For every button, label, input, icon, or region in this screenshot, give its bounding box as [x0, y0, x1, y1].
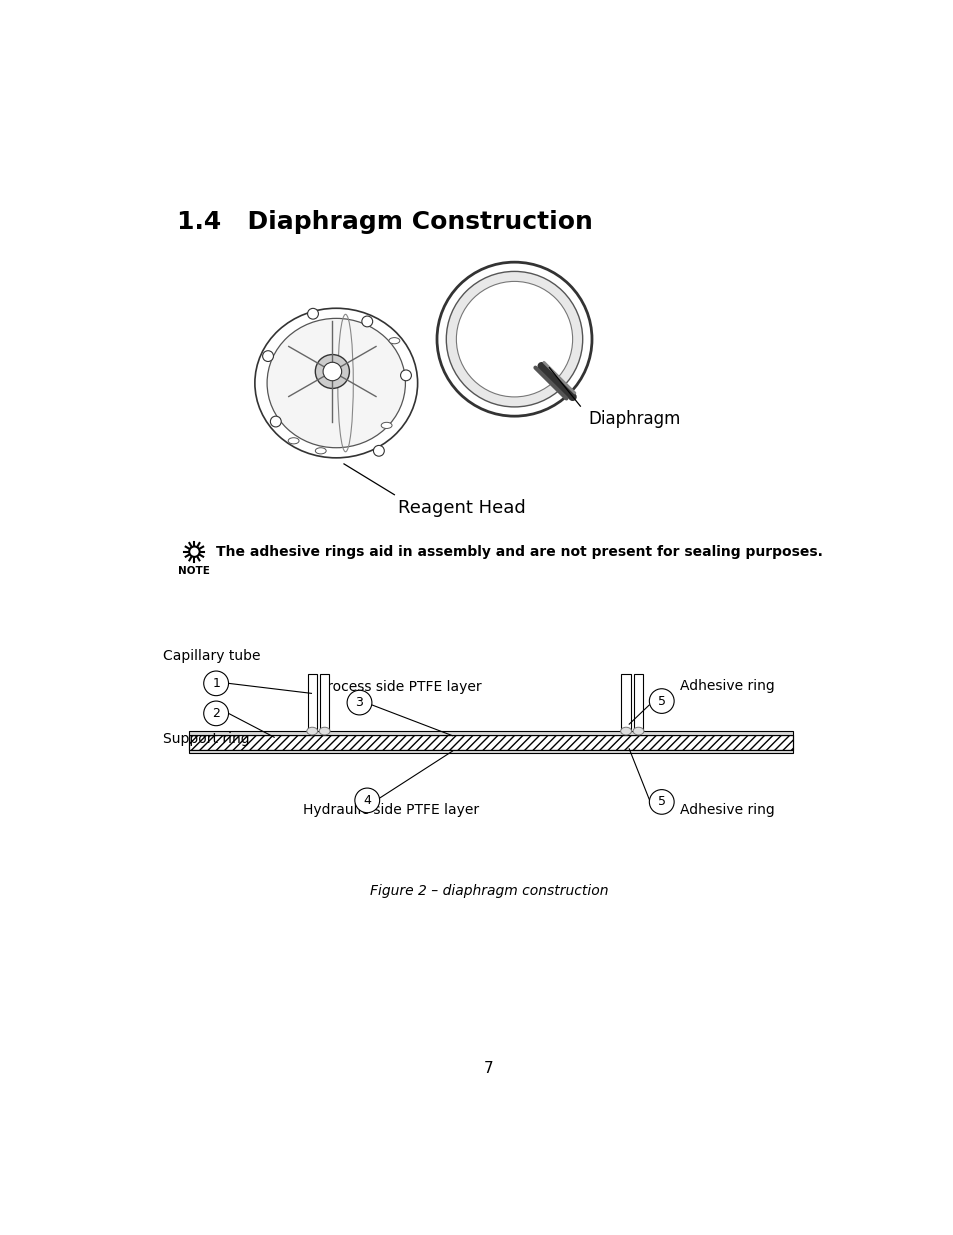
- Circle shape: [649, 789, 674, 814]
- Ellipse shape: [267, 319, 405, 448]
- Text: 1.4   Diaphragm Construction: 1.4 Diaphragm Construction: [177, 210, 593, 233]
- Bar: [307, 674, 316, 731]
- Text: 4: 4: [363, 794, 371, 806]
- Text: 5: 5: [657, 694, 665, 708]
- Text: Capillary tube: Capillary tube: [163, 648, 261, 662]
- Text: 5: 5: [657, 795, 665, 809]
- Circle shape: [446, 272, 582, 406]
- Text: NOTE: NOTE: [178, 566, 211, 576]
- Ellipse shape: [319, 727, 330, 735]
- Ellipse shape: [633, 727, 643, 735]
- Circle shape: [189, 546, 199, 557]
- Text: Support ring: Support ring: [163, 732, 250, 746]
- Ellipse shape: [389, 337, 399, 343]
- Ellipse shape: [620, 727, 631, 735]
- Bar: [319, 674, 329, 731]
- Circle shape: [204, 701, 229, 726]
- Bar: [189, 731, 793, 735]
- Ellipse shape: [288, 437, 298, 443]
- Ellipse shape: [315, 448, 326, 454]
- Text: 1: 1: [212, 677, 220, 690]
- Ellipse shape: [381, 422, 392, 429]
- Bar: [189, 751, 793, 753]
- Circle shape: [373, 446, 384, 456]
- Circle shape: [456, 282, 572, 396]
- Circle shape: [323, 362, 341, 380]
- Text: Hydraulic side PTFE layer: Hydraulic side PTFE layer: [303, 804, 478, 818]
- Circle shape: [347, 690, 372, 715]
- Text: Diaphragm: Diaphragm: [587, 410, 679, 429]
- Circle shape: [355, 788, 379, 813]
- Text: Figure 2 – diaphragm construction: Figure 2 – diaphragm construction: [369, 884, 608, 898]
- Bar: [633, 674, 642, 731]
- Circle shape: [436, 262, 592, 416]
- Text: Adhesive ring: Adhesive ring: [679, 679, 774, 693]
- Text: 2: 2: [212, 706, 220, 720]
- Circle shape: [361, 316, 373, 327]
- Circle shape: [649, 689, 674, 714]
- Circle shape: [307, 309, 318, 319]
- Circle shape: [315, 354, 349, 389]
- Circle shape: [262, 351, 274, 362]
- Circle shape: [400, 370, 411, 380]
- Text: Process side PTFE layer: Process side PTFE layer: [319, 680, 481, 694]
- Circle shape: [204, 671, 229, 695]
- Text: Reagent Head: Reagent Head: [397, 499, 525, 516]
- Bar: [189, 735, 793, 751]
- Bar: [620, 674, 630, 731]
- Ellipse shape: [254, 309, 417, 458]
- Text: The adhesive rings aid in assembly and are not present for sealing purposes.: The adhesive rings aid in assembly and a…: [216, 545, 822, 558]
- Text: 3: 3: [355, 697, 363, 709]
- Text: Adhesive ring: Adhesive ring: [679, 804, 774, 818]
- Text: 7: 7: [483, 1061, 494, 1076]
- Circle shape: [270, 416, 281, 427]
- Ellipse shape: [307, 727, 317, 735]
